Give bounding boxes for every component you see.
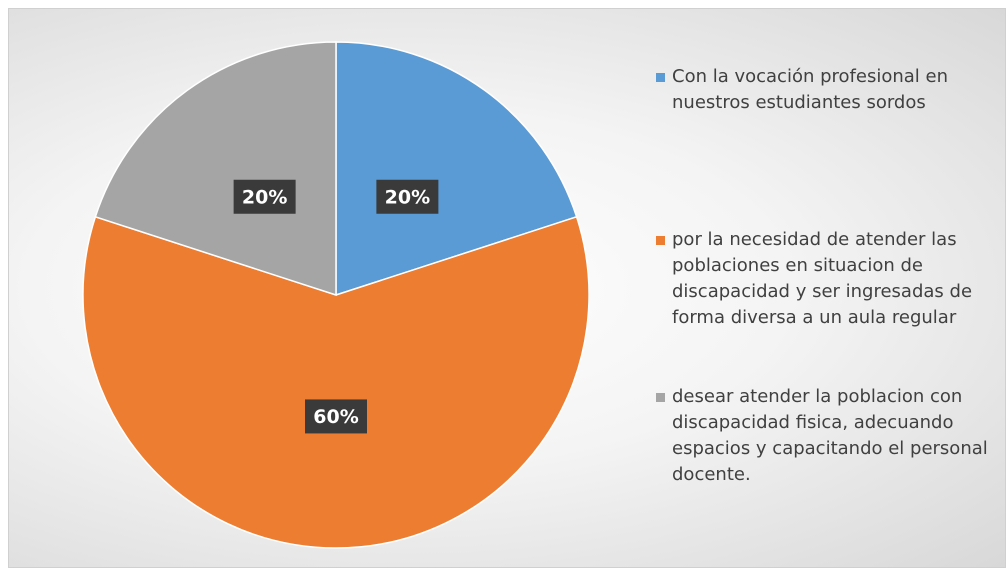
pie-slice xyxy=(82,215,590,549)
data-label-box xyxy=(305,399,367,434)
data-label: 20% xyxy=(385,186,430,208)
legend-entry: desear atender la poblacion con discapac… xyxy=(656,384,1002,488)
legend-entry: Con la vocación profesional en nuestros … xyxy=(656,64,1002,116)
data-label: 20% xyxy=(242,186,287,208)
legend-swatch xyxy=(656,73,665,82)
legend-label: desear atender la poblacion con discapac… xyxy=(672,386,988,485)
legend-entry: por la necesidad de atender las poblacio… xyxy=(656,227,1002,331)
pie-slice xyxy=(94,41,337,297)
legend-swatch xyxy=(656,236,665,245)
data-label-box xyxy=(233,179,296,214)
legend-label: por la necesidad de atender las poblacio… xyxy=(672,229,973,328)
pie-slice xyxy=(335,41,578,297)
legend-swatch xyxy=(656,393,665,402)
legend-label: Con la vocación profesional en nuestros … xyxy=(672,66,948,113)
data-label-box xyxy=(376,179,439,214)
data-label: 60% xyxy=(313,406,358,428)
